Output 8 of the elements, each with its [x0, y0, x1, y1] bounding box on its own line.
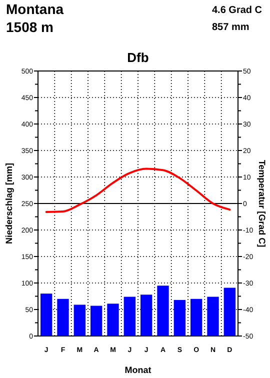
text: 1508 m — [6, 19, 54, 35]
text: 4.6 Grad C — [212, 5, 262, 16]
y-axis-title: Niederschlag [mm] — [4, 162, 14, 244]
y2-axis-title: Temperatur [Grad C] — [256, 160, 267, 248]
chart-title: Dfb — [127, 50, 149, 65]
text: 857 mm — [212, 22, 250, 33]
x-axis-title: Monat — [124, 365, 152, 375]
text: Montana — [6, 1, 64, 17]
